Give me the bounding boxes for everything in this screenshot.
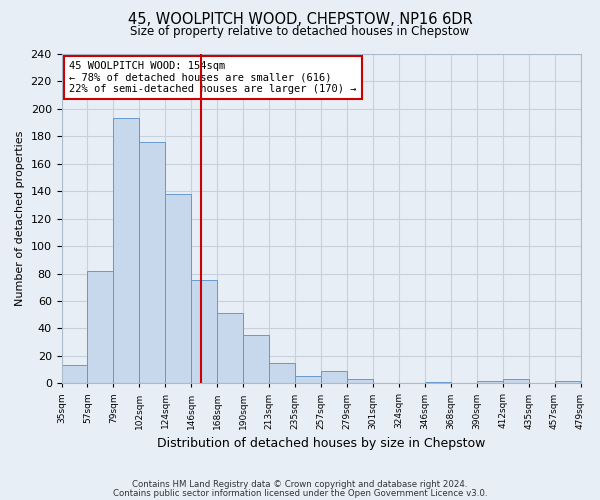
- Bar: [217, 314, 243, 384]
- Text: Contains public sector information licensed under the Open Government Licence v3: Contains public sector information licen…: [113, 488, 487, 498]
- Bar: [243, 335, 269, 384]
- Text: Size of property relative to detached houses in Chepstow: Size of property relative to detached ho…: [130, 25, 470, 38]
- Bar: [88, 271, 113, 384]
- Bar: [477, 380, 503, 384]
- Bar: [554, 380, 580, 384]
- Bar: [191, 280, 217, 384]
- Bar: [321, 371, 347, 384]
- Bar: [347, 379, 373, 384]
- Bar: [269, 362, 295, 384]
- Bar: [62, 366, 88, 384]
- Text: 45 WOOLPITCH WOOD: 154sqm
← 78% of detached houses are smaller (616)
22% of semi: 45 WOOLPITCH WOOD: 154sqm ← 78% of detac…: [70, 61, 357, 94]
- Text: Contains HM Land Registry data © Crown copyright and database right 2024.: Contains HM Land Registry data © Crown c…: [132, 480, 468, 489]
- Bar: [166, 194, 191, 384]
- Bar: [295, 376, 321, 384]
- Bar: [425, 382, 451, 384]
- X-axis label: Distribution of detached houses by size in Chepstow: Distribution of detached houses by size …: [157, 437, 485, 450]
- Text: 45, WOOLPITCH WOOD, CHEPSTOW, NP16 6DR: 45, WOOLPITCH WOOD, CHEPSTOW, NP16 6DR: [128, 12, 472, 28]
- Bar: [503, 379, 529, 384]
- Bar: [139, 142, 166, 384]
- Bar: [113, 118, 139, 384]
- Y-axis label: Number of detached properties: Number of detached properties: [15, 131, 25, 306]
